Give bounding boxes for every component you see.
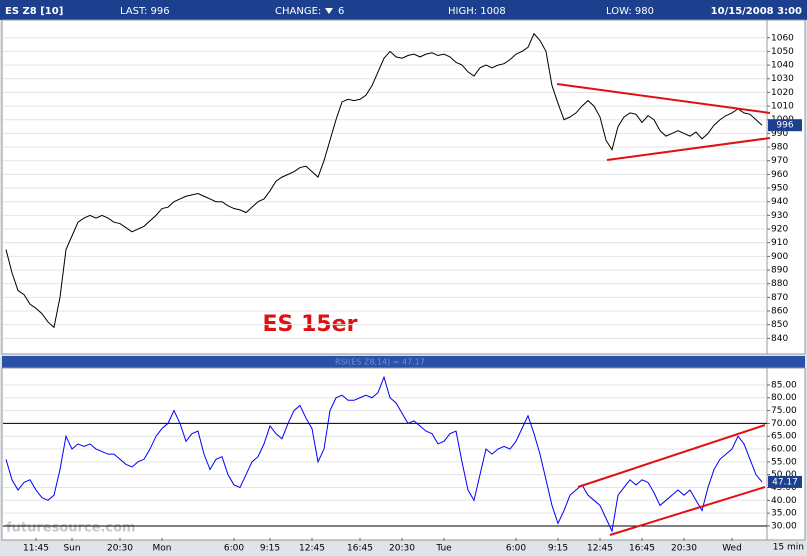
x-unit: 15 min [773,543,804,553]
high: HIGH: 1008 [448,6,506,17]
header-bar [0,0,807,20]
plots: 840 850 860 870 880 890 900 910 920 930 940 950 960 9… [3,32,802,554]
y-tick-label: 970 [771,156,788,166]
y-tick-label: 60.00 [771,445,797,455]
x-tick-label: 20:30 [389,544,415,554]
last-value-tag [768,475,802,488]
trend-line [606,137,771,161]
y-tick-label: 880 [771,279,788,289]
y-tick-label: 40.00 [771,496,797,506]
y-tick-label: 85.00 [771,380,797,390]
x-tick-label: 6:00 [224,544,244,554]
y-tick-label: 920 [771,225,788,235]
y-tick-label: 1030 [771,74,794,84]
y-tick-label: 80.00 [771,393,797,403]
x-tick-label: 9:15 [548,544,568,554]
y-tick-label: 1050 [771,47,794,57]
y-tick-label: 55.00 [771,457,797,467]
down-arrow [325,8,333,14]
datetime: 10/15/2008 3:00 [711,6,802,17]
rsi-panel [1,367,806,541]
trend-line [577,424,766,488]
y-tick-label: 1020 [771,88,794,98]
x-tick-label: 16:45 [629,544,655,554]
y-tick-label: 70.00 [771,419,797,429]
change-label: CHANGE: [275,6,321,17]
series-line [5,375,763,533]
x-tick-label: 6:00 [506,544,526,554]
y-tick-label: 1060 [771,33,794,43]
y-tick-label: 990 [771,129,788,139]
x-tick-label: Tue [435,544,452,554]
y-tick-label: 35.00 [771,509,797,519]
trend-line [556,83,771,114]
y-tick-label: 840 [771,334,788,344]
y-tick-label: 950 [771,184,788,194]
y-tick-label: 900 [771,252,788,262]
x-tick-label: 11:45 [23,544,49,554]
x-tick-label: 12:45 [299,544,325,554]
x-tick-label: 20:30 [671,544,697,554]
change: 6 [338,6,344,17]
y-tick-label: 940 [771,197,788,207]
last-value: 47.17 [772,477,798,487]
y-tick-label: 860 [771,307,788,317]
price-panel [1,19,806,355]
x-tick-label: Wed [722,544,742,554]
trend-line [609,486,766,536]
y-tick-label: 50.00 [771,470,797,480]
y-tick-label: 45.00 [771,483,797,493]
x-tick-label: 9:15 [260,544,280,554]
last-value: 996 [776,121,793,131]
y-tick-label: 930 [771,211,788,221]
x-tick-label: 20:30 [107,544,133,554]
y-tick-label: 960 [771,170,788,180]
y-tick-label: 75.00 [771,406,797,416]
x-tick-label: 16:45 [347,544,373,554]
series-line [5,32,763,329]
last: LAST: 996 [120,6,170,17]
y-tick-label: 1040 [771,61,794,71]
x-tick-label: 12:45 [587,544,613,554]
x-tick-label: Mon [153,544,172,554]
watermark: futuresource.com [6,521,136,536]
rsi-title-bar [2,356,805,368]
y-tick-label: 870 [771,293,788,303]
y-tick-label: 30.00 [771,521,797,531]
last-value-tag [768,119,802,132]
rsi-title: RSI(ES Z8,14) = 47.17 [335,358,425,367]
y-tick-label: 850 [771,320,788,330]
x-tick-label: Sun [63,544,80,554]
symbol: ES Z8 [10] [5,6,63,17]
y-tick-label: 980 [771,143,788,153]
y-tick-label: 65.00 [771,432,797,442]
y-tick-label: 910 [771,238,788,248]
y-tick-label: 1010 [771,102,794,112]
low: LOW: 980 [606,6,654,17]
y-tick-label: 890 [771,266,788,276]
